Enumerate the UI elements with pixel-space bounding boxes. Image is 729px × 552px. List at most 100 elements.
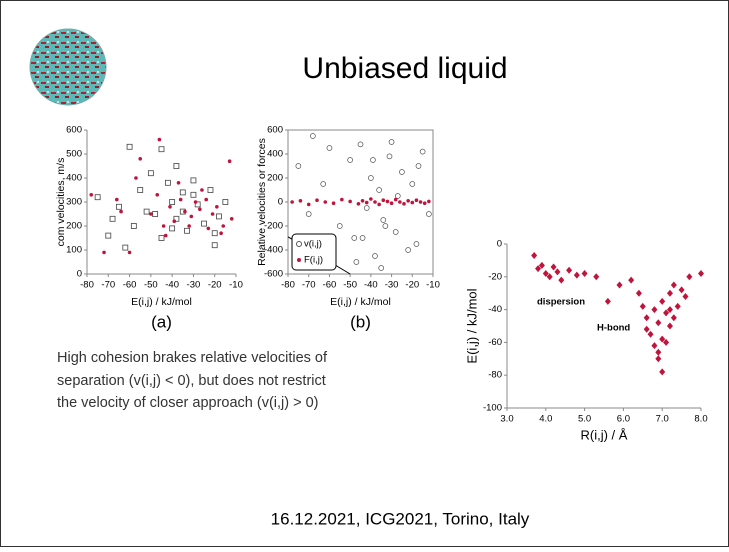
point [168,205,172,209]
point [369,197,373,201]
x-axis-label: E(i,j) / kJ/mol [131,296,192,308]
y-tick-label: 200 [66,221,82,232]
x-tick-label: 6.0 [617,414,630,425]
point [169,199,176,205]
point [204,197,208,202]
y-tick-label: 300 [66,197,82,208]
annotation: dispersion [537,297,585,308]
point [348,199,352,204]
point [306,202,311,207]
point [336,223,343,229]
point [357,141,364,148]
y-tick-label: 0 [497,239,502,250]
point [158,146,165,153]
y-tick-label: 400 [267,149,283,160]
x-tick-label: 3.0 [500,414,513,425]
x-tick-label: -40 [165,280,179,291]
x-axis-label: E(i,j) / kJ/mol [330,296,391,308]
point [176,181,181,185]
point [347,157,353,163]
point [373,200,377,204]
x-tick-label: -10 [426,280,440,291]
point [351,235,358,241]
x-tick-label: -60 [123,280,137,291]
y-tick-label: 600 [66,125,82,136]
legend-label: v(i,j) [304,239,322,250]
panel-label: (a) [151,312,172,331]
point [222,199,229,205]
y-tick-label: 500 [66,149,82,160]
point [418,200,423,204]
point [386,153,393,160]
point [201,220,207,227]
x-tick-label: -30 [187,280,201,291]
y-axis-label: com velocities, m/s [55,158,67,247]
point [102,250,106,255]
molecule-image [29,28,107,106]
point [187,224,191,228]
x-tick-label: -80 [80,280,94,291]
y-tick-label: -100 [483,403,502,414]
point [323,200,328,204]
point [198,207,202,211]
point [670,314,677,322]
legend-box [291,233,337,271]
point [378,265,385,271]
point [643,325,650,333]
point [409,181,416,187]
point [163,233,168,238]
point [310,133,316,139]
x-tick-label: 7.0 [656,414,669,425]
point [698,270,704,278]
point [682,292,689,300]
point [147,170,154,177]
point [666,322,673,330]
point [134,176,138,180]
point [119,209,123,214]
point [380,217,387,223]
point [370,157,376,163]
point [422,201,427,205]
y-tick-label: -80 [488,370,502,381]
annotation: H-bond [597,323,630,334]
point [363,205,370,211]
x-tick-label: -40 [364,280,378,291]
caption-line: separation (v(i,j) < 0), but does not re… [57,373,326,389]
point [663,338,670,346]
point [670,281,677,289]
point [189,214,194,219]
point [295,163,302,169]
point [382,223,389,229]
point [190,177,197,184]
slide-title: Unbiased liquid [302,52,507,85]
point [359,235,366,241]
x-tick-label: -20 [208,280,222,291]
point [115,197,119,202]
point [655,355,662,363]
y-tick-label: 400 [66,173,82,184]
point [542,270,549,278]
point [229,217,234,221]
point [381,198,386,202]
point [94,194,101,201]
point [130,223,137,229]
point [655,319,662,327]
point [628,276,635,284]
point [126,143,133,150]
point [573,271,580,279]
point [635,289,642,297]
legend-marker [296,241,302,247]
y-axis-label: Relative velocities or forces [256,138,268,266]
point [173,215,180,222]
point [593,273,600,281]
point [364,200,369,205]
point [290,200,294,204]
point [389,201,394,205]
y-tick-label: 0 [278,197,283,208]
point [137,187,144,193]
point [659,297,666,305]
point [385,199,390,204]
point [215,205,219,209]
y-tick-label: 600 [267,125,283,136]
point [376,187,382,193]
